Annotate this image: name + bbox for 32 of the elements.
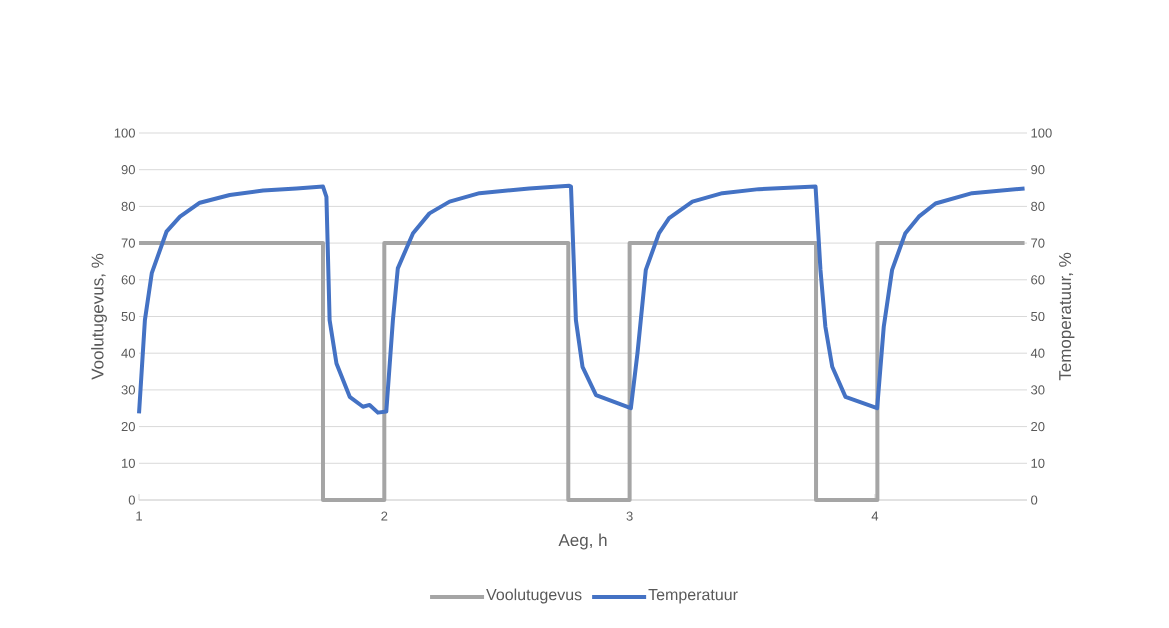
legend-label: Temperatuur (648, 589, 738, 604)
y2-tick-label: 40 (1030, 348, 1045, 358)
y-axis-title: Voolutugevus, % (91, 253, 107, 380)
y-tick-label: 50 (121, 311, 135, 322)
y-tick-label: 10 (122, 458, 135, 468)
y-tick-label: 40 (121, 348, 135, 358)
x-tick-label: 3 (626, 511, 633, 521)
x-axis-title: Aeg, h (558, 533, 607, 550)
line-series (137, 183, 1027, 416)
y2-tick-label: 90 (1031, 165, 1045, 175)
y-tick-label: 70 (121, 238, 135, 248)
y2-tick-label: 50 (1031, 311, 1045, 322)
y-tick-label: 100 (114, 128, 135, 138)
x-tick-label: 2 (381, 511, 388, 521)
y2-tick-label: 100 (1031, 128, 1052, 138)
y-tick-label: 0 (128, 495, 135, 505)
y2-tick-label: 10 (1031, 458, 1045, 468)
y2-tick-label: 20 (1031, 421, 1045, 432)
y2-tick-label: 30 (1031, 385, 1045, 395)
x-tick-label: 1 (136, 511, 142, 521)
y-tick-label: 60 (121, 275, 135, 285)
y2-tick-label: 60 (1031, 275, 1045, 285)
y2-tick-label: 0 (1031, 495, 1038, 505)
legend-label: Voolutugevus (486, 588, 582, 604)
y2-axis-title: Temoperatuur, % (1059, 252, 1075, 381)
y-tick-label: 20 (121, 421, 135, 432)
y2-tick-label: 70 (1031, 238, 1045, 248)
y-tick-label: 80 (121, 201, 135, 211)
y-tick-label: 30 (121, 385, 135, 395)
y2-tick-label: 80 (1031, 201, 1045, 211)
x-tick-label: 4 (871, 511, 879, 521)
y-tick-label: 90 (121, 165, 135, 175)
